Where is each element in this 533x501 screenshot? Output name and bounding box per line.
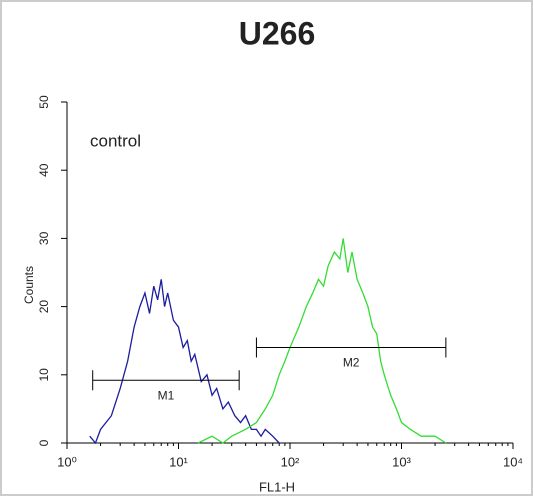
annotation: control <box>90 131 141 150</box>
x-axis-label: FL1-H <box>259 479 295 494</box>
y-tick-label: 30 <box>37 231 51 245</box>
chart-title: U266 <box>239 15 316 51</box>
histogram-line <box>89 279 280 445</box>
x-tick-label: 10¹ <box>169 454 188 469</box>
y-tick-label: 50 <box>37 95 51 109</box>
y-tick-label: 40 <box>37 163 51 177</box>
histogram-line <box>197 238 447 444</box>
marker-label: M1 <box>158 388 175 402</box>
y-axis-label: Counts <box>22 266 36 304</box>
y-tick-label: 20 <box>37 300 51 314</box>
x-tick-label: 10³ <box>392 454 411 469</box>
marker-label: M2 <box>343 356 360 370</box>
x-tick-label: 10² <box>281 454 300 469</box>
y-tick-label: 0 <box>37 439 51 446</box>
x-tick-label: 10⁰ <box>57 454 77 469</box>
x-tick-label: 10⁴ <box>503 454 523 469</box>
y-tick-label: 10 <box>37 368 51 382</box>
